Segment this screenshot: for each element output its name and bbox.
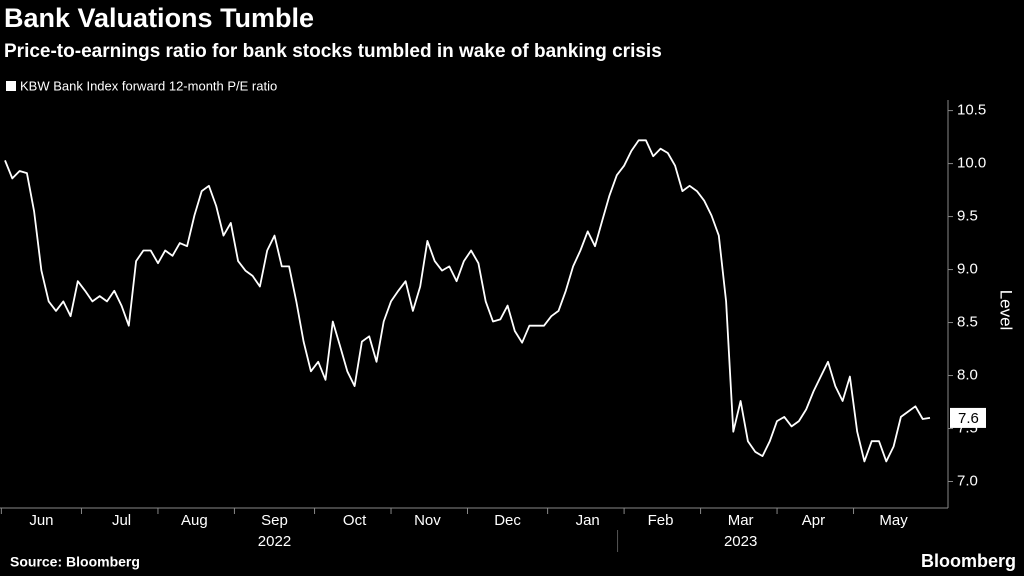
year-label: 2022 [258,533,291,550]
legend-label: KBW Bank Index forward 12-month P/E rati… [20,78,277,93]
legend-swatch [6,81,16,91]
year-label: 2023 [724,533,757,550]
y-tick-label: 8.0 [957,367,978,384]
y-tick-label: 9.5 [957,208,978,225]
brand: Bloomberg [921,551,1016,571]
last-value-label: 7.6 [958,410,979,427]
y-tick-label: 9.0 [957,261,978,278]
y-tick-label: 8.5 [957,314,978,331]
line [4,139,931,463]
chart-title: Bank Valuations Tumble [4,3,314,33]
x-tick-label: Feb [648,512,674,529]
x-tick-label: Mar [728,512,754,529]
last-value-box [950,407,986,428]
x-tick-label: Apr [802,512,825,529]
x-tick-label: Jun [29,512,53,529]
y-tick-label: 7.0 [957,472,978,489]
x-tick-label: May [879,512,908,529]
x-tick-label: Aug [181,512,208,529]
y-tick-label: 10.0 [957,155,986,172]
x-tick-label: Sep [261,512,288,529]
y-axis-label: Level [997,290,1016,331]
x-tick-label: Oct [343,512,367,529]
y-tick-label: 10.5 [957,102,986,119]
x-tick-label: Dec [494,512,521,529]
x-tick-label: Jul [112,512,131,529]
x-tick-label: Jan [576,512,600,529]
source: Source: Bloomberg [10,554,140,570]
x-tick-label: Nov [414,512,441,529]
chart-subtitle: Price-to-earnings ratio for bank stocks … [4,41,662,62]
